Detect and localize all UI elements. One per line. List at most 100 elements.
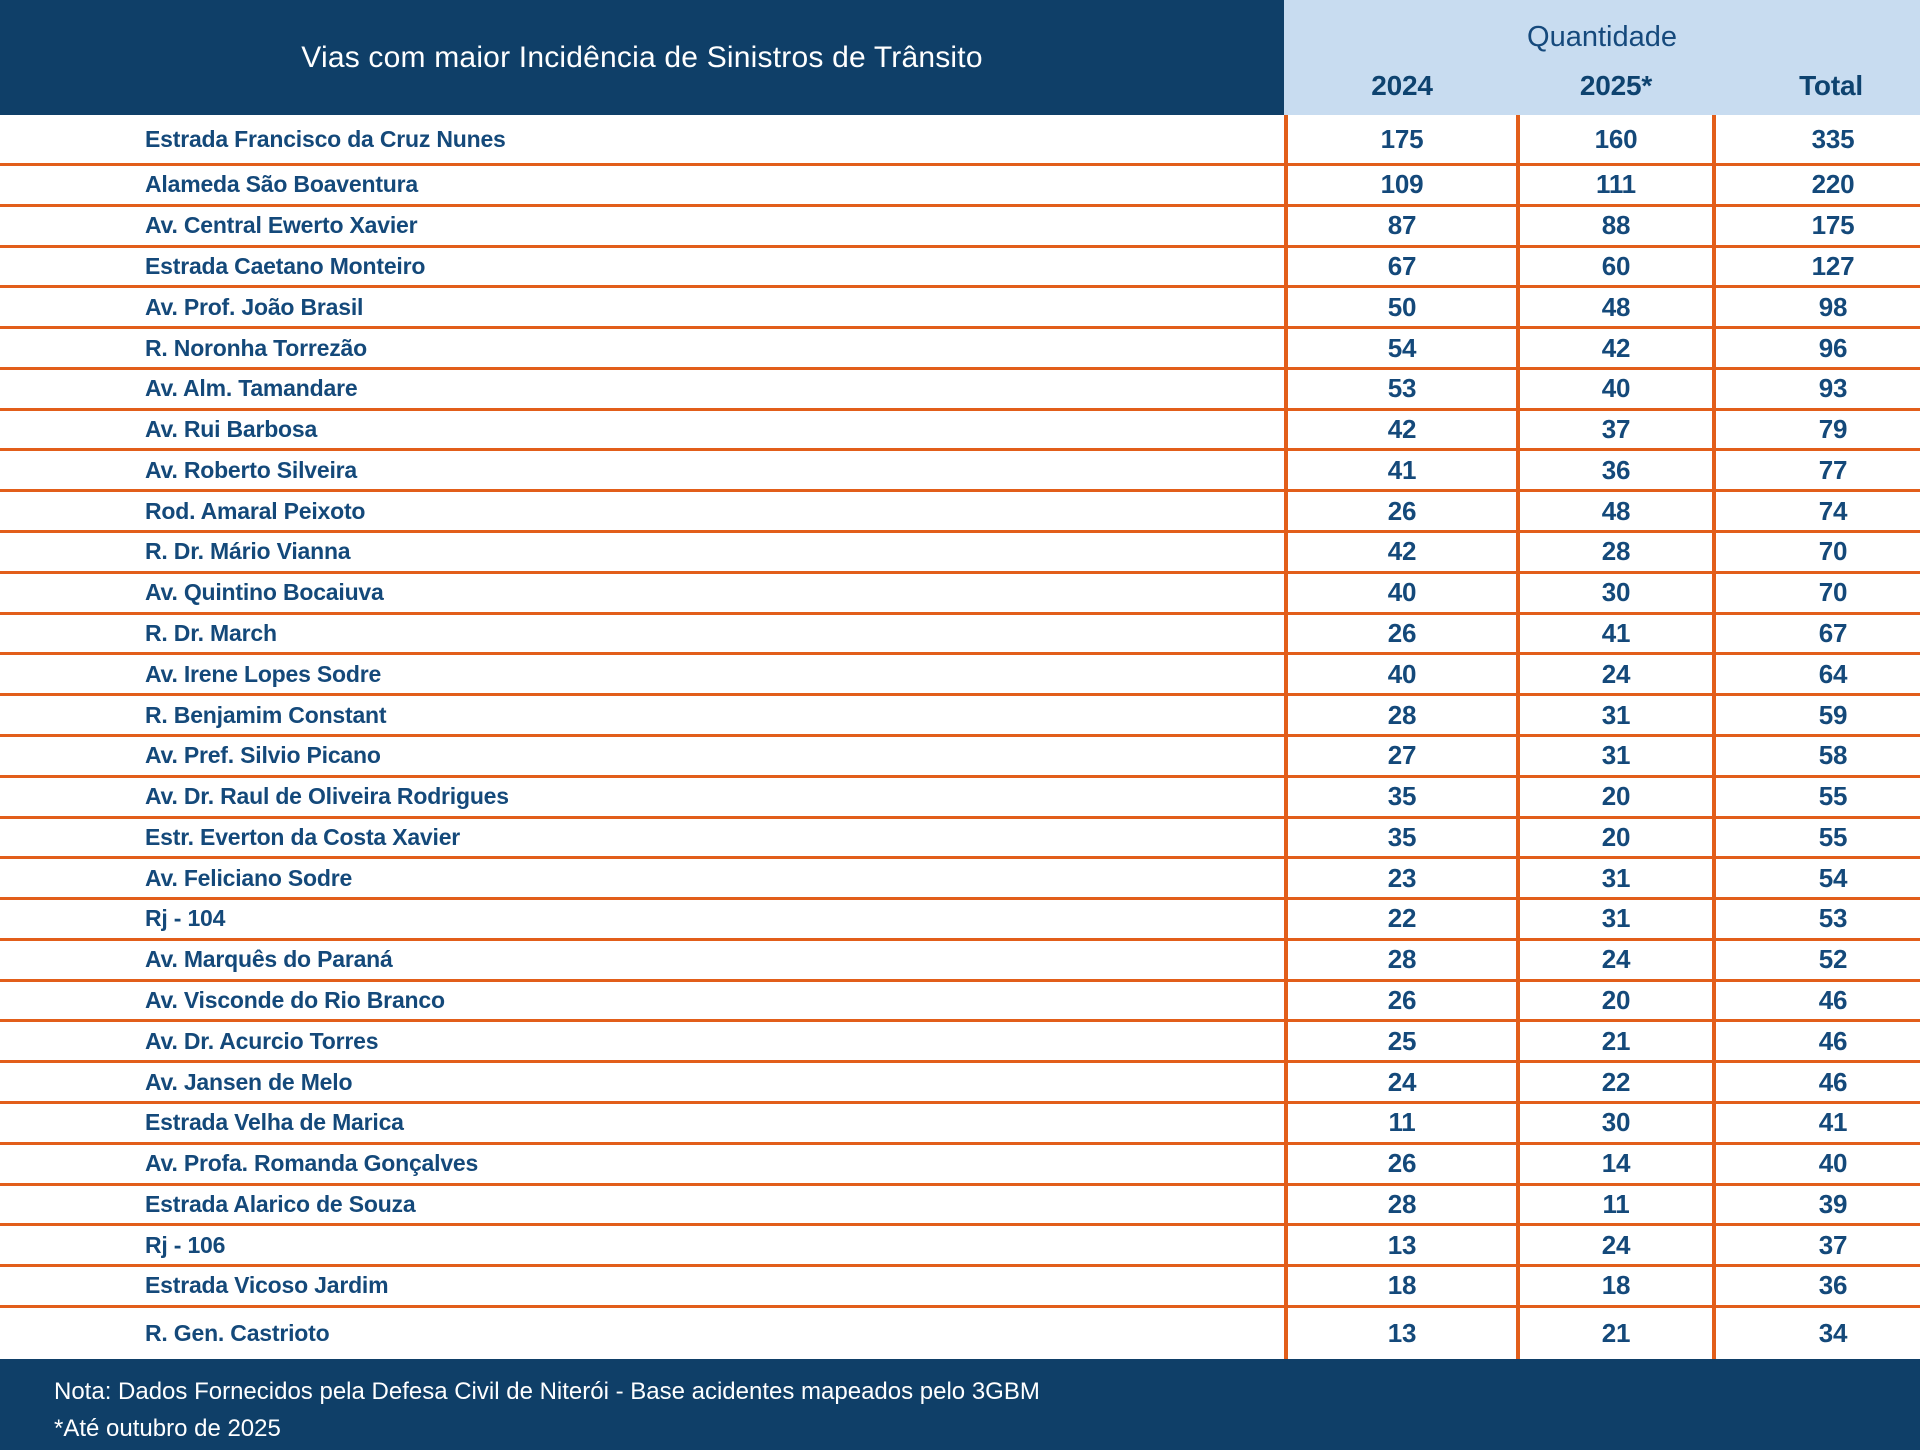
value-2025-cell: 48 (1520, 492, 1716, 531)
footer-note-bar: Nota: Dados Fornecidos pela Defesa Civil… (0, 1359, 1920, 1450)
title-cell: Vias com maior Incidência de Sinistros d… (0, 0, 1284, 115)
value-total-cell: 41 (1818, 1107, 1848, 1138)
column-header-2025: 2025* (1579, 69, 1653, 101)
table-row: Rj - 106 13 24 37 (0, 1226, 1920, 1268)
table-header: Vias com maior Incidência de Sinistros d… (0, 0, 1920, 115)
table-row: Av. Visconde do Rio Branco 26 20 46 (0, 981, 1920, 1023)
table-row: Rj - 104 22 31 53 (0, 900, 1920, 941)
value-2025-cell: 31 (1520, 736, 1716, 775)
value-2025-cell: 88 (1520, 206, 1716, 245)
value-total-cell: 175 (1811, 210, 1855, 241)
value-2024-cell: 27 (1288, 736, 1520, 775)
value-total-cell: 93 (1818, 373, 1848, 404)
value-total-cell: 220 (1811, 169, 1855, 200)
column-header-2024: 2024 (1371, 69, 1433, 101)
table-row: Rod. Amaral Peixoto 26 48 74 (0, 492, 1920, 534)
road-name-cell: Estrada Velha de Marica (0, 1103, 1288, 1142)
road-name-cell: R. Noronha Torrezão (0, 329, 1288, 367)
road-name-cell: Av. Marquês do Paraná (0, 940, 1288, 979)
value-2024-cell: 28 (1288, 940, 1520, 979)
table-row: Av. Alm. Tamandare 53 40 93 (0, 369, 1920, 411)
table-row: R. Gen. Castrioto 13 21 34 (0, 1307, 1920, 1359)
quantity-group-label: Quantidade (1527, 21, 1677, 53)
value-2025-cell: 41 (1520, 614, 1716, 653)
table-row: Estr. Everton da Costa Xavier 35 20 55 (0, 818, 1920, 860)
table-row: Alameda São Boaventura 109 111 220 (0, 166, 1920, 207)
value-2025-cell: 21 (1520, 1307, 1716, 1359)
road-name-cell: Av. Visconde do Rio Branco (0, 981, 1288, 1020)
value-2024-cell: 26 (1288, 981, 1520, 1020)
year-header-row: 2024 2025* Total (1284, 56, 1920, 115)
value-2024-cell: 25 (1288, 1022, 1520, 1061)
value-2024-cell: 23 (1288, 859, 1520, 898)
value-2025-cell: 21 (1520, 1022, 1716, 1061)
road-name-cell: Av. Dr. Acurcio Torres (0, 1022, 1288, 1061)
value-total-cell: 335 (1811, 123, 1855, 154)
value-total-cell: 98 (1818, 291, 1848, 322)
value-2025-cell: 31 (1520, 696, 1716, 734)
value-2025-cell: 18 (1520, 1267, 1716, 1305)
table-row: Av. Prof. João Brasil 50 48 98 (0, 288, 1920, 330)
value-2024-cell: 26 (1288, 1144, 1520, 1183)
table-row: Av. Marquês do Paraná 28 24 52 (0, 940, 1920, 982)
value-2025-cell: 24 (1520, 655, 1716, 694)
quantity-header-group: Quantidade 2024 2025* Total (1284, 0, 1920, 115)
road-name-cell: R. Dr. March (0, 614, 1288, 653)
value-total-cell: 46 (1818, 985, 1848, 1016)
table-row: Av. Dr. Raul de Oliveira Rodrigues 35 20 55 (0, 777, 1920, 819)
value-total-cell: 59 (1818, 699, 1848, 730)
value-total-cell: 67 (1818, 617, 1848, 648)
value-total-cell: 96 (1818, 332, 1848, 363)
value-2024-cell: 175 (1288, 115, 1520, 163)
value-total-cell: 58 (1818, 740, 1848, 771)
table-row: Estrada Francisco da Cruz Nunes 175 160 335 (0, 115, 1920, 166)
value-2025-cell: 111 (1520, 166, 1716, 204)
value-2025-cell: 30 (1520, 1103, 1716, 1142)
value-2025-cell: 11 (1520, 1185, 1716, 1224)
value-total-cell: 64 (1818, 658, 1848, 689)
value-total-cell: 70 (1818, 577, 1848, 608)
road-name-cell: R. Gen. Castrioto (0, 1307, 1288, 1359)
table-row: Estrada Vicoso Jardim 18 18 36 (0, 1267, 1920, 1308)
road-name-cell: Estrada Francisco da Cruz Nunes (0, 115, 1288, 163)
value-total-cell: 77 (1818, 454, 1848, 485)
value-2025-cell: 24 (1520, 1226, 1716, 1265)
table-row: Av. Profa. Romanda Gonçalves 26 14 40 (0, 1144, 1920, 1186)
value-2025-cell: 37 (1520, 410, 1716, 449)
table-row: Estrada Velha de Marica 11 30 41 (0, 1103, 1920, 1145)
value-2024-cell: 18 (1288, 1267, 1520, 1305)
road-name-cell: Av. Quintino Bocaiuva (0, 573, 1288, 612)
table-row: Av. Rui Barbosa 42 37 79 (0, 410, 1920, 452)
value-2025-cell: 160 (1520, 115, 1716, 163)
road-name-cell: Alameda São Boaventura (0, 166, 1288, 204)
road-name-cell: Rj - 104 (0, 900, 1288, 938)
road-name-cell: Av. Dr. Raul de Oliveira Rodrigues (0, 777, 1288, 816)
road-name-cell: Rj - 106 (0, 1226, 1288, 1265)
value-2024-cell: 42 (1288, 410, 1520, 449)
table-row: R. Noronha Torrezão 54 42 96 (0, 329, 1920, 370)
table-row: R. Benjamim Constant 28 31 59 (0, 696, 1920, 737)
table-row: R. Dr. Mário Vianna 42 28 70 (0, 533, 1920, 574)
value-total-cell: 70 (1818, 536, 1848, 567)
value-2025-cell: 14 (1520, 1144, 1716, 1183)
value-2025-cell: 30 (1520, 573, 1716, 612)
value-2024-cell: 28 (1288, 1185, 1520, 1224)
road-name-cell: Av. Prof. João Brasil (0, 288, 1288, 327)
value-2025-cell: 36 (1520, 451, 1716, 490)
value-2024-cell: 41 (1288, 451, 1520, 490)
value-2024-cell: 24 (1288, 1063, 1520, 1101)
road-name-cell: Av. Roberto Silveira (0, 451, 1288, 490)
table-row: Estrada Alarico de Souza 28 11 39 (0, 1185, 1920, 1227)
table-row: Av. Jansen de Melo 24 22 46 (0, 1063, 1920, 1104)
road-name-cell: Av. Alm. Tamandare (0, 369, 1288, 408)
table-row: Av. Quintino Bocaiuva 40 30 70 (0, 573, 1920, 615)
value-2024-cell: 11 (1288, 1103, 1520, 1142)
value-total-cell: 46 (1818, 1025, 1848, 1056)
road-name-cell: R. Dr. Mário Vianna (0, 533, 1288, 571)
value-2024-cell: 26 (1288, 492, 1520, 531)
value-2024-cell: 28 (1288, 696, 1520, 734)
value-2024-cell: 109 (1288, 166, 1520, 204)
road-name-cell: Av. Profa. Romanda Gonçalves (0, 1144, 1288, 1183)
value-total-cell: 53 (1818, 903, 1848, 934)
